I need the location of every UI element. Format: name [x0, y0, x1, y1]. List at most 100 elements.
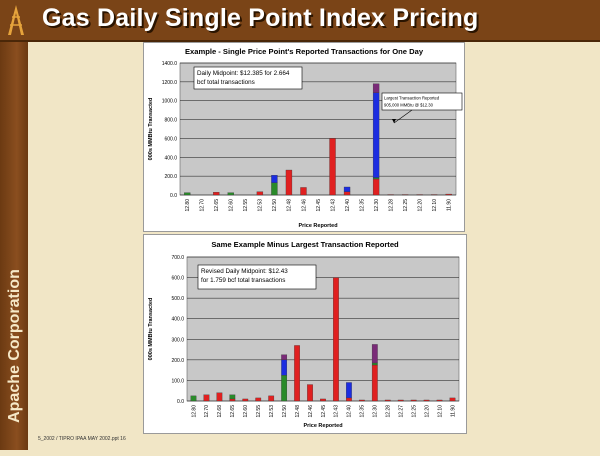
bar-red [344, 192, 350, 195]
y-tick-label: 1200.0 [162, 80, 178, 86]
x-tick-label: 12.70 [200, 199, 206, 212]
x-tick-label: 11.90 [447, 199, 453, 211]
bar-green [228, 193, 234, 195]
bar-red [446, 194, 452, 195]
x-tick-label: 12.60 [229, 199, 235, 212]
bar-red [300, 187, 306, 195]
bar-red [330, 138, 336, 195]
x-tick-label: 12.35 [360, 405, 366, 418]
chart-1: Example - Single Price Point's Reported … [144, 43, 464, 231]
chart-panel-1: Example - Single Price Point's Reported … [143, 42, 465, 232]
y-tick-label: 200.0 [164, 174, 177, 180]
y-tick-label: 600.0 [164, 136, 177, 142]
bar-red [424, 400, 429, 401]
x-tick-label: 12.55 [243, 199, 249, 212]
y-tick-label: 700.0 [171, 255, 184, 261]
bar-red [346, 398, 351, 401]
y-tick-label: 200.0 [171, 358, 184, 364]
x-tick-label: 12.48 [287, 199, 293, 212]
annotation-text: Revised Daily Midpoint: $12.43 [201, 268, 288, 275]
y-tick-label: 400.0 [164, 155, 177, 161]
x-tick-label: 12.40 [345, 199, 351, 212]
x-tick-label: 12.46 [308, 405, 314, 418]
x-tick-label: 12.35 [359, 199, 365, 212]
slide-header: Gas Daily Single Point Index Pricing [0, 0, 600, 42]
bar-red [217, 393, 222, 401]
slide-title: Gas Daily Single Point Index Pricing [42, 4, 478, 33]
callout-text: 905,000 MMBtu @ $12.30 [384, 103, 434, 108]
bar-blue [346, 382, 351, 397]
x-tick-label: 12.20 [424, 405, 430, 418]
x-tick-label: 12.25 [411, 405, 417, 418]
y-tick-label: 800.0 [164, 118, 177, 124]
bar-red [268, 396, 273, 401]
bar-green [372, 363, 377, 365]
y-tick-label: 0.0 [177, 399, 184, 405]
bar-purple [372, 344, 377, 363]
bar-red [398, 400, 403, 401]
y-tick-label: 600.0 [171, 276, 184, 282]
x-tick-label: 11.90 [450, 405, 456, 417]
x-tick-label: 12.27 [399, 405, 405, 418]
y-tick-label: 100.0 [171, 378, 184, 384]
callout-text: Largest Transaction Reported [384, 96, 440, 101]
x-tick-label: 12.45 [321, 405, 327, 418]
bar-red [359, 400, 364, 401]
bar-purple [281, 355, 286, 360]
x-tick-label: 12.48 [295, 405, 301, 418]
chart-panel-2: Same Example Minus Largest Transaction R… [143, 234, 467, 434]
bar-red [213, 192, 219, 195]
x-tick-label: 12.40 [347, 405, 353, 418]
bar-red [437, 400, 442, 401]
x-tick-label: 12.28 [386, 405, 392, 418]
bar-green [271, 183, 277, 195]
bar-red [256, 398, 261, 401]
x-tick-label: 12.10 [432, 199, 438, 212]
bar-blue [281, 360, 286, 375]
x-tick-label: 12.30 [373, 405, 379, 418]
x-tick-label: 12.43 [334, 405, 340, 418]
x-tick-label: 12.50 [272, 199, 278, 212]
y-axis-label: 000s MMBtu Transacted [148, 98, 154, 161]
bar-green [281, 375, 286, 401]
x-axis-label: Price Reported [303, 423, 342, 429]
bar-red [243, 399, 248, 401]
x-tick-label: 12.50 [282, 405, 288, 418]
x-tick-label: 12.65 [214, 199, 220, 212]
x-tick-label: 12.70 [204, 405, 210, 418]
bar-red [307, 385, 312, 401]
bar-red [286, 170, 292, 195]
bar-blue [271, 175, 277, 183]
bar-red [411, 400, 416, 401]
y-axis-label: 000s MMBtu Transacted [148, 298, 154, 361]
y-tick-label: 400.0 [171, 317, 184, 323]
bar-red [450, 398, 455, 401]
bar-green [191, 396, 196, 401]
company-name: Apache Corporation [6, 236, 24, 456]
y-tick-label: 300.0 [171, 337, 184, 343]
bar-green [230, 395, 235, 399]
oil-derrick-icon [4, 3, 28, 37]
x-axis-label: Price Reported [298, 223, 337, 229]
bar-blue [344, 187, 350, 192]
sidebar: Apache Corporation [0, 42, 28, 450]
bar-green [184, 193, 190, 195]
x-tick-label: 12.53 [269, 405, 275, 418]
bar-red [257, 192, 263, 195]
x-tick-label: 12.68 [217, 405, 223, 418]
slide-footer: 5_2002 / TIPRO IPAA MAY 2002.ppt 16 [38, 436, 126, 442]
x-tick-label: 12.46 [301, 199, 307, 212]
x-tick-label: 12.10 [437, 405, 443, 418]
x-tick-label: 12.25 [403, 199, 409, 212]
bar-blue [373, 93, 379, 178]
bar-red [372, 365, 377, 401]
x-tick-label: 12.80 [191, 405, 197, 418]
y-tick-label: 1000.0 [162, 99, 178, 105]
y-tick-label: 500.0 [171, 296, 184, 302]
x-tick-label: 12.55 [256, 405, 262, 418]
chart-title: Example - Single Price Point's Reported … [185, 47, 424, 56]
chart-title: Same Example Minus Largest Transaction R… [211, 240, 399, 249]
bar-red [373, 179, 379, 195]
x-tick-label: 12.45 [316, 199, 322, 212]
x-tick-label: 12.65 [230, 405, 236, 418]
